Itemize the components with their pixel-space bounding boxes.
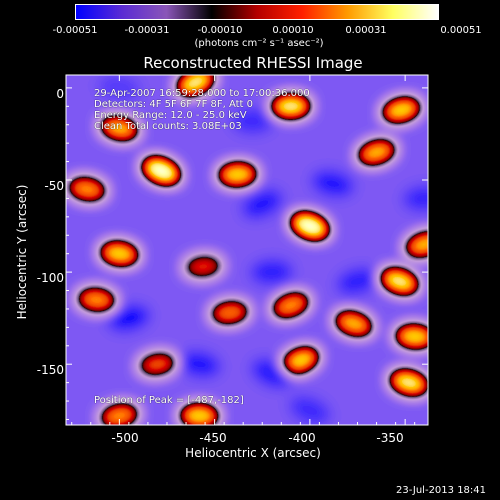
colorbar [75, 4, 439, 20]
y-axis-label: Heliocentric Y (arcsec) [15, 184, 29, 320]
annotation-detectors: Detectors: 4F 5F 6F 7F 8F, Att 0 [94, 99, 254, 110]
timestamp: 23-Jul-2013 18:41 [396, 485, 487, 496]
negative-source [311, 170, 355, 198]
negative-source [97, 75, 142, 102]
positive-source [76, 287, 117, 312]
x-tick-label: -400 [288, 431, 316, 445]
positive-source [137, 351, 178, 377]
x-tick-label: -450 [199, 431, 227, 445]
negative-source [249, 259, 294, 286]
chart-title: Reconstructed RHESSI Image [143, 54, 363, 72]
colorbar-unit: (photons cm⁻² s⁻¹ asec⁻²) [194, 38, 324, 49]
negative-source [250, 358, 293, 389]
y-tick-label: 0 [56, 87, 64, 101]
positive-source [394, 324, 428, 349]
negative-source [107, 304, 151, 332]
x-tick-label: -500 [111, 431, 139, 445]
negative-source [177, 350, 222, 378]
colorbar-tick: 0.00010 [272, 25, 314, 36]
positive-source [217, 162, 258, 187]
positive-source [380, 268, 419, 295]
x-axis-label: Heliocentric X (arcsec) [185, 446, 321, 460]
positive-source [290, 212, 330, 240]
colorbar-tick: -0.00031 [124, 25, 170, 36]
plot-frame [65, 74, 429, 426]
positive-source [99, 115, 140, 141]
positive-source [209, 300, 250, 325]
positive-source [142, 157, 181, 185]
y-tick-label: -100 [36, 271, 64, 285]
positive-source [99, 403, 140, 425]
colorbar-tick: 0.00031 [345, 25, 387, 36]
intensity-field [66, 75, 428, 425]
x-axis-ticks [71, 75, 416, 425]
positive-source [281, 347, 320, 374]
negative-source [402, 185, 428, 212]
positive-source [270, 94, 311, 119]
positive-source [271, 292, 311, 319]
y-axis-ticks [66, 87, 428, 420]
positive-source [183, 254, 224, 279]
colorbar-tick: 0.00051 [440, 25, 482, 36]
positive-source [389, 369, 428, 396]
annotation-time: 29-Apr-2007 16:59:28.000 to 17:00:36.000 [94, 88, 310, 99]
negative-source [230, 108, 275, 135]
annotation-energy: Energy Range: 12.0 - 25.0 keV [94, 110, 247, 121]
positive-source [334, 310, 374, 337]
negative-source [241, 189, 284, 219]
negative-source [288, 395, 331, 425]
positive-source [381, 97, 421, 123]
colorbar-tick: -0.00010 [197, 25, 243, 36]
positive-source [404, 231, 428, 258]
y-tick-label: -50 [44, 179, 64, 193]
positive-source [99, 241, 140, 266]
x-tick-label: -350 [376, 431, 404, 445]
colorbar-tick: -0.00051 [52, 25, 98, 36]
positive-source [357, 139, 397, 166]
annotation-method: Clean Total counts: 3.08E+03 [94, 121, 242, 132]
positive-source [179, 403, 220, 425]
y-tick-label: -150 [36, 363, 64, 377]
annotation-peak: Position of Peak = [-487,-182] [94, 395, 244, 406]
negative-source [335, 267, 380, 296]
positive-source [67, 176, 107, 202]
image-area [66, 75, 428, 425]
